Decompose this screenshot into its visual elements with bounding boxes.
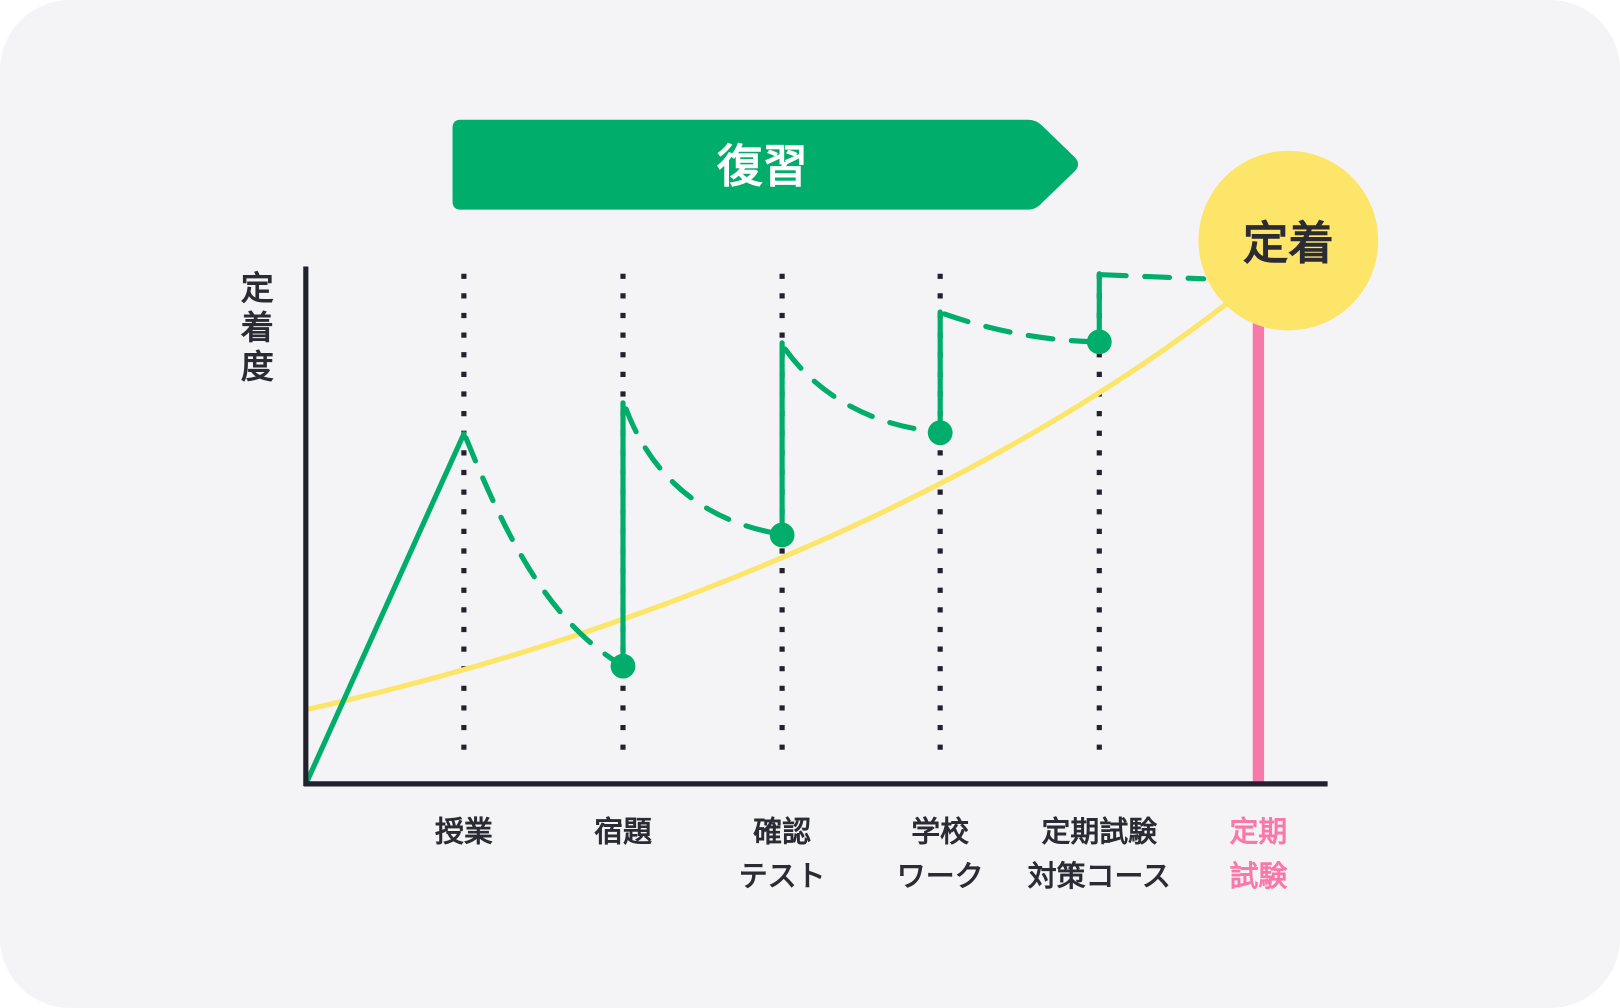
x-label-exam: 定期 (1229, 815, 1287, 849)
x-label-homework: 宿題 (594, 815, 652, 849)
y-label-char: 度 (241, 347, 274, 386)
x-label-quiz-2: テスト (739, 859, 826, 893)
banner-label: 復習 (716, 140, 808, 193)
x-axis-labels: 授業 宿題 確認 テスト 学校 ワーク 定期試験 対策コース 定期 試験 (435, 815, 1288, 893)
axes (303, 266, 1328, 787)
x-label-quiz: 確認 (753, 815, 811, 849)
review-point (927, 420, 953, 446)
forgetting-dash (1098, 272, 1207, 282)
x-label-workbook: 学校 (911, 815, 969, 849)
goal-circle (1198, 150, 1379, 331)
goal-badge: 定着 (1198, 150, 1379, 331)
review-point (610, 653, 636, 679)
review-point (769, 522, 795, 548)
lesson-rise (304, 431, 467, 785)
review-point (1086, 329, 1112, 355)
forgetting-dash (941, 311, 1100, 345)
retention-curve (306, 299, 1232, 713)
banner-arrow-shape (452, 119, 1079, 210)
forgetting-dash (782, 346, 941, 435)
x-label-exam-2: 試験 (1229, 859, 1288, 893)
x-label-workbook-2: ワーク (897, 859, 984, 893)
y-label-char: 定 (241, 269, 274, 308)
review-points (610, 329, 1112, 679)
x-label-lesson: 授業 (435, 815, 493, 849)
goal-label: 定着 (1243, 217, 1334, 270)
x-label-exam-prep: 定期試験 (1041, 815, 1158, 849)
y-label-char: 着 (241, 308, 274, 347)
forgetting-dash (623, 406, 783, 537)
review-banner: 復習 (452, 119, 1079, 210)
forgetting-dash (463, 435, 623, 667)
y-axis-label: 定 着 度 (241, 269, 274, 386)
memory-lines (304, 271, 1207, 785)
x-label-exam-prep-2: 対策コース (1028, 859, 1171, 893)
